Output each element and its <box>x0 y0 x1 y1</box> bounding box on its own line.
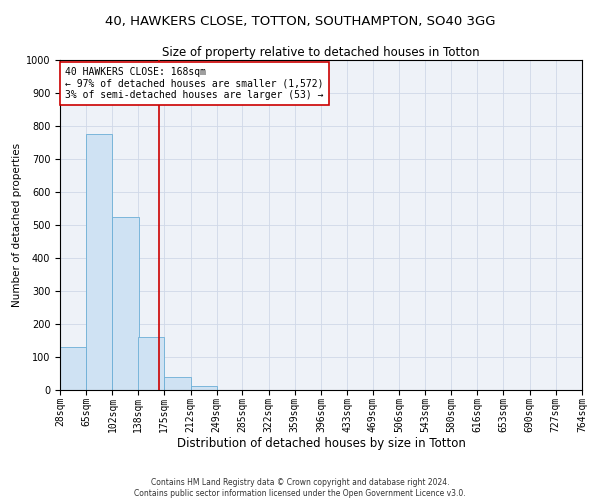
Bar <box>191 386 217 390</box>
Y-axis label: Number of detached properties: Number of detached properties <box>11 143 22 307</box>
Bar <box>86 134 112 390</box>
Bar <box>164 377 191 390</box>
Text: Contains HM Land Registry data © Crown copyright and database right 2024.
Contai: Contains HM Land Registry data © Crown c… <box>134 478 466 498</box>
Text: 40, HAWKERS CLOSE, TOTTON, SOUTHAMPTON, SO40 3GG: 40, HAWKERS CLOSE, TOTTON, SOUTHAMPTON, … <box>105 15 495 28</box>
Title: Size of property relative to detached houses in Totton: Size of property relative to detached ho… <box>162 46 480 59</box>
Bar <box>138 337 164 390</box>
Bar <box>112 217 139 390</box>
X-axis label: Distribution of detached houses by size in Totton: Distribution of detached houses by size … <box>176 437 466 450</box>
Text: 40 HAWKERS CLOSE: 168sqm
← 97% of detached houses are smaller (1,572)
3% of semi: 40 HAWKERS CLOSE: 168sqm ← 97% of detach… <box>65 66 324 100</box>
Bar <box>60 347 86 390</box>
